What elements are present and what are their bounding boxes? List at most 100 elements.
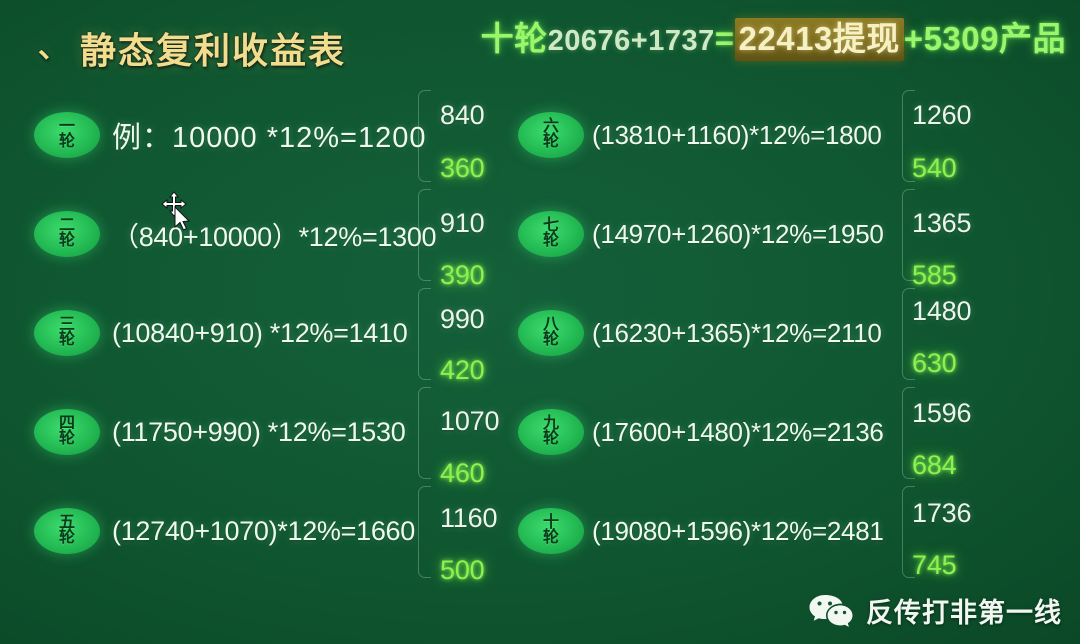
brace [418,486,431,578]
value-principal: 990 [440,304,485,334]
mouse-cursor [160,190,200,232]
value-bonus: 360 [440,153,485,183]
value-bonus: 390 [440,260,485,290]
round-badge: 七 轮 [518,211,584,257]
round-badge-bottom: 轮 [58,430,75,447]
brace [902,288,915,380]
round-badge: 三 轮 [34,310,100,356]
brace-group-right [902,90,916,590]
value-principal: 1480 [912,296,972,326]
round-row: 九 轮 (17600+1480)*12%=2136 [518,401,908,500]
value-bonus: 540 [912,153,957,183]
round-badge-bottom: 轮 [58,133,75,150]
round-badge: 十 轮 [518,508,584,554]
value-principal: 910 [440,208,485,238]
round-badge-top: 三 [58,316,75,334]
round-badge-top: 六 [542,118,559,136]
value-principal: 1070 [440,406,500,436]
round-badge-top: 八 [542,316,559,334]
round-badge-bottom: 轮 [58,331,75,348]
round-badge-top: 十 [542,514,559,532]
round-badge-bottom: 轮 [542,232,559,249]
wechat-watermark: 反传打非第一线 [808,591,1062,630]
round-row: 三 轮 (10840+910) *12%=1410 [34,302,434,401]
summary-equals: = [714,20,735,57]
value-bonus: 745 [912,550,957,580]
round-badge-top: 二 [58,217,75,235]
value-bonus: 630 [912,348,957,378]
round-badge-bottom: 轮 [542,430,559,447]
round-row: 六 轮 (13810+1160)*12%=1800 [518,104,908,203]
brace [902,387,915,479]
summary-add: 1737 [648,25,715,57]
value-bonus: 585 [912,260,957,290]
summary-base: 20676 [547,25,631,57]
summary-plus-2: + [903,20,924,57]
summary-round-label: 十轮 [480,20,548,57]
round-badge-top: 七 [542,217,559,235]
round-badge-bottom: 轮 [58,529,75,546]
round-badge-top: 五 [58,514,75,532]
round-badge: 六 轮 [518,112,584,158]
wechat-icon [809,594,853,627]
value-principal: 1596 [912,398,972,428]
value-bonus: 684 [912,450,957,480]
summary-plus-1: + [630,25,649,57]
round-row: 四 轮 (11750+990) *12%=1530 [34,401,434,500]
round-badge-top: 四 [58,415,75,433]
round-badge-top: 一 [58,118,75,136]
round-badge: 五 轮 [34,508,100,554]
brace [418,90,431,182]
brace [418,189,431,281]
value-principal: 840 [440,100,485,130]
value-principal: 1260 [912,100,972,130]
value-bonus: 460 [440,458,485,488]
round-formula: （840+10000）*12%=1300 [112,221,437,252]
round-badge-bottom: 轮 [542,331,559,348]
brace [418,387,431,479]
value-principal: 1160 [440,503,498,533]
round-formula: (10840+910) *12%=1410 [112,317,408,348]
round-badge-bottom: 轮 [58,232,75,249]
round-badge: 一 轮 [34,112,100,158]
round-formula: (13810+1160)*12%=1800 [592,119,882,150]
round-formula: (11750+990) *12%=1530 [112,416,406,447]
summary-highlight-withdraw: 22413提现 [734,18,904,61]
round-badge: 二 轮 [34,211,100,257]
watermark-text: 反传打非第一线 [866,598,1062,628]
round-badge-bottom: 轮 [542,529,559,546]
round-formula: 例：10000 *12%=1200 [112,122,427,154]
round-badge-bottom: 轮 [542,133,559,150]
round-row: 八 轮 (16230+1365)*12%=2110 [518,302,908,401]
round-formula: (17600+1480)*12%=2136 [592,416,884,447]
title-text: 静态复利收益表 [80,30,347,71]
round-formula: (19080+1596)*12%=2481 [592,515,884,546]
round-formula: (16230+1365)*12%=2110 [592,317,882,348]
summary-product: 5309产品 [923,20,1066,57]
round-badge: 四 轮 [34,409,100,455]
round-formula: (14970+1260)*12%=1950 [592,218,884,249]
round-row: 七 轮 (14970+1260)*12%=1950 [518,203,908,302]
round-badge: 八 轮 [518,310,584,356]
round-badge-top: 九 [542,415,559,433]
round-row: 二 轮 （840+10000）*12%=1300 [34,203,437,302]
round-row: 十 轮 (19080+1596)*12%=2481 [518,500,908,599]
brace [418,288,431,380]
move-cursor-icon [161,191,191,231]
rounds-column-right: 六 轮 (13810+1160)*12%=1800 七 轮 (14970+126… [518,104,908,599]
brace [902,90,915,182]
round-formula: (12740+1070)*12%=1660 [112,515,415,546]
brace [902,189,915,281]
rounds-column-left: 一 轮 例：10000 *12%=1200 二 轮 （840+10000）*12… [34,104,437,599]
brace [902,486,915,578]
round-row: 五 轮 (12740+1070)*12%=1660 [34,500,434,599]
value-principal: 1365 [912,208,972,238]
page-title: 、静态复利收益表 [38,22,346,74]
value-principal: 1736 [912,498,972,528]
round-badge: 九 轮 [518,409,584,455]
title-mark: 、 [38,31,70,64]
round-row: 一 轮 例：10000 *12%=1200 [34,104,434,203]
brace-group-middle [418,90,432,590]
value-bonus: 420 [440,355,485,385]
